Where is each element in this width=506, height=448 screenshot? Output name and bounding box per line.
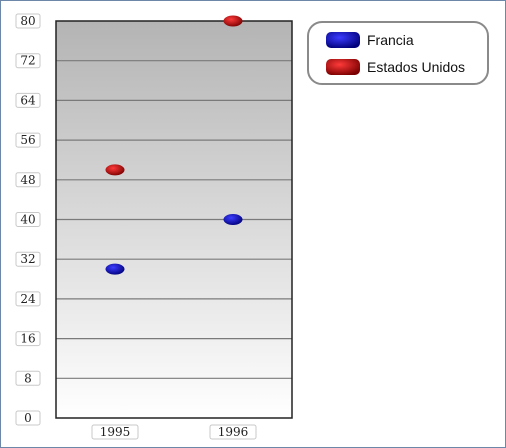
x-tick-box (91, 424, 139, 440)
legend-swatch-francia (326, 32, 360, 48)
legend: Francia Estados Unidos (307, 21, 489, 85)
x-tick-label: 1996 (218, 425, 249, 439)
y-tick-box (15, 291, 41, 307)
y-tick-box (15, 370, 41, 386)
x-axis-ticks: 1995 1996 (91, 424, 257, 440)
y-tick-label: 72 (20, 54, 35, 68)
y-tick-label: 8 (24, 371, 32, 385)
legend-swatch-estados-unidos (326, 59, 360, 75)
legend-label-estados-unidos: Estados Unidos (367, 59, 465, 75)
point-estados-unidos-1995 (105, 164, 125, 176)
y-tick-box (15, 212, 41, 227)
y-tick-box (15, 410, 41, 426)
y-tick-label: 24 (20, 292, 36, 306)
legend-label-francia: Francia (367, 32, 414, 48)
plot-border (55, 20, 293, 419)
y-tick-box (15, 251, 41, 267)
y-tick-label: 80 (20, 14, 35, 28)
point-francia-1996 (223, 214, 243, 225)
y-tick-label: 16 (20, 332, 35, 346)
y-tick-label: 0 (24, 411, 32, 425)
data-points (105, 15, 243, 275)
y-tick-box (15, 92, 41, 108)
y-axis-ticks: 0 8 16 24 32 40 48 56 64 72 80 (15, 13, 41, 426)
y-tick-label: 56 (20, 133, 35, 147)
grid-lines (56, 60, 292, 379)
y-tick-box (15, 53, 41, 69)
y-tick-label: 64 (20, 93, 36, 107)
y-tick-box (15, 172, 41, 188)
point-francia-1995 (105, 263, 125, 275)
y-tick-label: 48 (20, 173, 35, 187)
x-tick-box (209, 424, 257, 440)
point-estados-unidos-1996 (223, 15, 243, 27)
y-tick-box (15, 13, 41, 29)
y-tick-label: 40 (20, 213, 35, 227)
y-tick-box (15, 331, 41, 347)
y-tick-box (15, 132, 41, 148)
y-tick-label: 32 (20, 252, 35, 266)
x-tick-label: 1995 (100, 425, 131, 439)
